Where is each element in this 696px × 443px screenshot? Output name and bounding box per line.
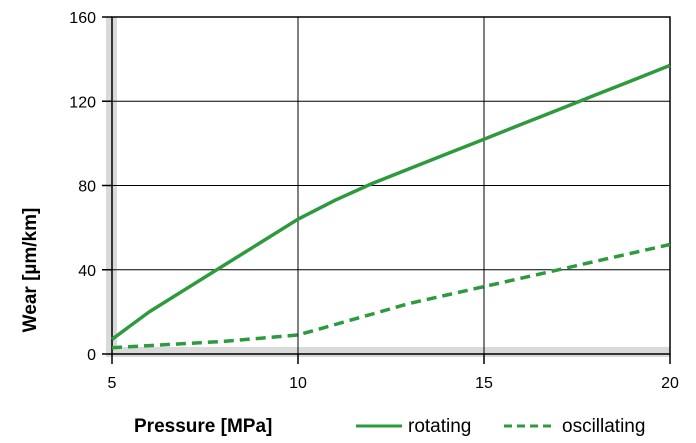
y-tick-labels: 0 40 80 120 160 [69,10,112,364]
x-tick-label: 15 [475,375,493,392]
series-line-rotating [110,63,671,341]
legend-label-rotating: rotating [408,416,471,437]
y-axis-title: Wear [µm/km] [20,208,41,333]
x-tick-label: 5 [108,375,117,392]
x-tick-label: 20 [661,375,679,392]
grid-lines [112,17,670,354]
y-tick-label: 120 [69,94,96,111]
y-tick-label: 0 [87,347,96,364]
x-axis-shade [106,347,670,357]
series-lines [110,63,671,350]
x-axis-title: Pressure [MPa] [134,416,272,437]
x-tick-label: 10 [289,375,307,392]
series-line-oscillating [111,242,671,350]
legend-label-oscillating: oscillating [562,416,645,437]
x-tick-labels: 5 10 15 20 [108,354,679,392]
y-tick-label: 80 [78,179,96,196]
y-tick-label: 40 [78,263,96,280]
y-tick-label: 160 [69,10,96,27]
legend: rotating oscillating [356,416,645,437]
